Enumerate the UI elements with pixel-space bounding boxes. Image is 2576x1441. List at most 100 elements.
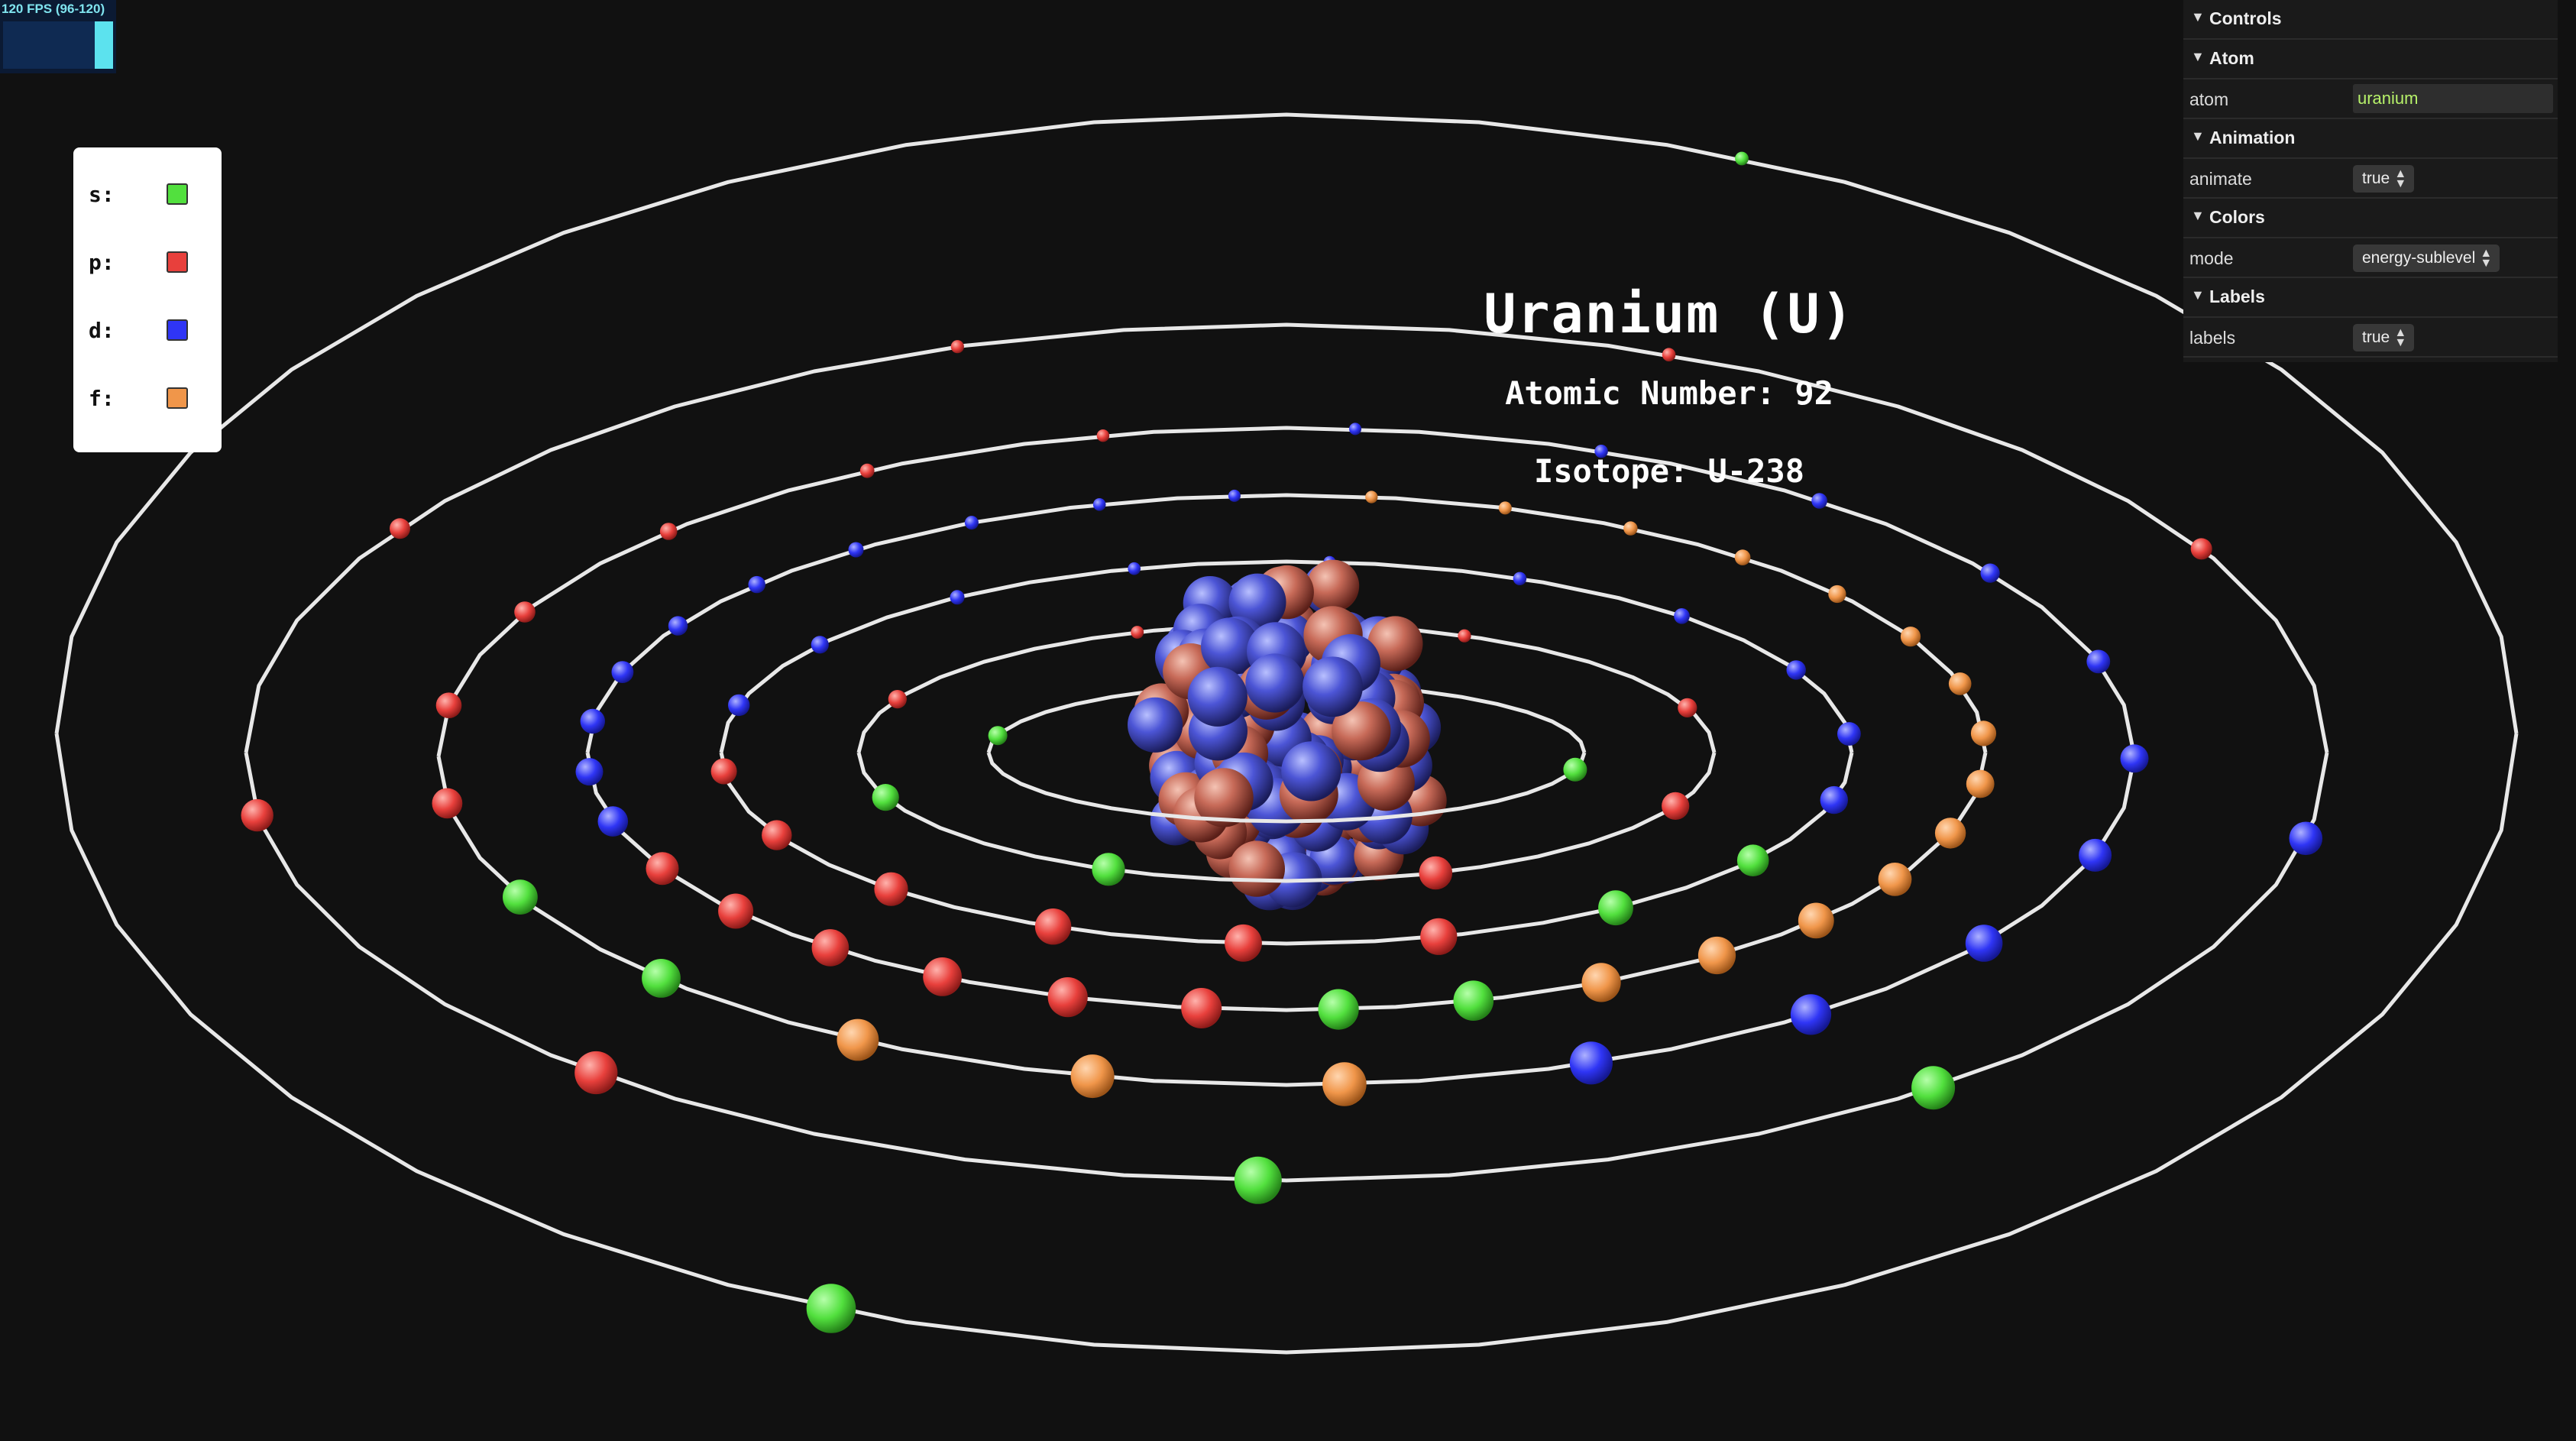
electron-shell-4-f [1697,936,1736,975]
electron-shell-3-d [1786,660,1806,680]
electron-shell-5-p [659,523,678,540]
electron-shell-4-p [923,957,962,996]
electron-shell-3-s [1736,844,1769,876]
fps-graph [3,21,113,69]
electron-shell-4-s [1318,989,1359,1030]
animate-control: animate true ▲ ▼ [2183,159,2558,199]
electron-shell-3-d [1674,608,1690,624]
atom-input[interactable] [2353,84,2553,113]
folder-colors[interactable]: ▼ Colors [2183,199,2558,238]
chevron-down-icon: ▼ [2191,128,2205,144]
electron-shell-5-d [2079,838,2112,872]
electron-shell-6-p [390,518,410,539]
electron-shell-2-s [872,784,899,811]
neutron [1245,653,1305,713]
orbit-shell-6-back [244,322,2329,753]
select-arrows-icon: ▲ ▼ [2480,247,2493,270]
legend-swatch-s [167,183,188,205]
electron-shell-4-f [1948,672,1972,695]
electron-shell-5-d [1965,925,2003,962]
electron-shell-4-d [1092,498,1106,511]
select-arrows-icon: ▲ ▼ [2394,326,2407,349]
electron-shell-4-f [1365,491,1378,504]
folder-colors-title: Colors [2209,207,2265,227]
electron-shell-4-d [668,616,688,636]
legend-item-d: d: [73,307,222,353]
controls-panel: ▼ Controls ▼ Atom atom ▼ Animation anima… [2183,0,2558,362]
electron-shell-5-p [432,788,463,819]
electron-shell-7-s [1735,151,1749,166]
element-title: Uranium (U) [1484,283,1855,345]
labels-control: labels true ▲ ▼ [2183,318,2558,358]
electron-shell-5-p [435,692,462,718]
electron-shell-5-d [1811,493,1827,509]
electron-shell-4-f [1498,501,1512,515]
electron-shell-4-f [1734,549,1751,565]
animate-label: animate [2189,169,2252,189]
orbit-shell-2-front [856,752,1717,883]
electron-shell-4-p [1181,988,1222,1028]
electron-shell-5-s [503,879,538,915]
electron-shell-2-p [888,690,907,709]
legend-item-s: s: [73,171,222,217]
electrons-front [241,744,2323,1333]
mode-select[interactable]: energy-sublevel ▲ ▼ [2353,244,2500,272]
chevron-down-icon: ▼ [2191,208,2205,223]
electron-shell-2-p [1662,792,1690,820]
electron-shell-2-p [1131,626,1144,639]
electron-shell-4-f [1966,769,1995,798]
fps-meter: 120 FPS (96-120) [0,0,116,73]
legend-item-f: f: [73,375,222,421]
electron-shell-4-p [646,852,679,886]
chevron-down-icon: ▼ [2191,9,2205,24]
electron-shell-5-f [837,1018,879,1061]
atomic-number: Atomic Number: 92 [1505,374,1833,412]
orbit-shell-5-back [436,426,2137,757]
electron-shell-3-d [811,636,829,654]
electron-shell-5-p [859,463,875,478]
labels-select[interactable]: true ▲ ▼ [2353,324,2415,351]
electron-shell-2-p [1419,856,1453,890]
electron-shell-5-d [1594,445,1608,458]
orbit-shell-5-front [436,756,2137,1087]
animate-select[interactable]: true ▲ ▼ [2353,165,2415,193]
folder-labels[interactable]: ▼ Labels [2183,278,2558,318]
fps-bar [95,21,113,69]
electron-shell-4-d [611,661,634,683]
electron-shell-4-f [1828,584,1846,604]
neutron [1281,741,1341,801]
folder-atom[interactable]: ▼ Atom [2183,40,2558,79]
proton [1194,768,1254,827]
electron-shell-4-f [1623,521,1638,536]
electron-shell-3-p [762,820,792,850]
legend-swatch-p [167,251,188,273]
folder-animation[interactable]: ▼ Animation [2183,119,2558,159]
orbit-shell-7-back [54,112,2519,734]
electron-shell-3-s [1598,890,1633,926]
chevron-down-icon: ▼ [2191,287,2205,303]
electron-shell-6-p [950,340,964,354]
controls-header[interactable]: ▼ Controls [2183,0,2558,40]
electron-shell-4-d [575,758,604,786]
fps-text: 120 FPS (96-120) [2,2,105,16]
orbit-shell-7-front [54,733,2519,1355]
legend-label-f: f: [89,386,115,411]
electron-shell-5-s [642,959,681,998]
electron-shell-1-s [988,726,1008,746]
electron-shell-4-f [1798,902,1834,939]
select-arrows-icon: ▲ ▼ [2394,167,2407,190]
orbit-shell-6-front [244,752,2329,1183]
electron-shell-4-f [1581,963,1621,1002]
electron-shell-5-d [1790,994,1832,1035]
electron-shell-4-d [964,516,979,530]
electron-shell-4-f [1934,818,1966,849]
electron-shell-3-d [950,590,965,605]
neutron [1128,697,1183,753]
legend-swatch-d [167,319,188,341]
chevron-down-icon: ▼ [2191,49,2205,64]
electron-shell-5-d [1569,1041,1613,1085]
labels-label: labels [2189,328,2236,348]
electron-shell-6-p [2190,538,2212,560]
electron-shell-4-d [580,708,605,734]
